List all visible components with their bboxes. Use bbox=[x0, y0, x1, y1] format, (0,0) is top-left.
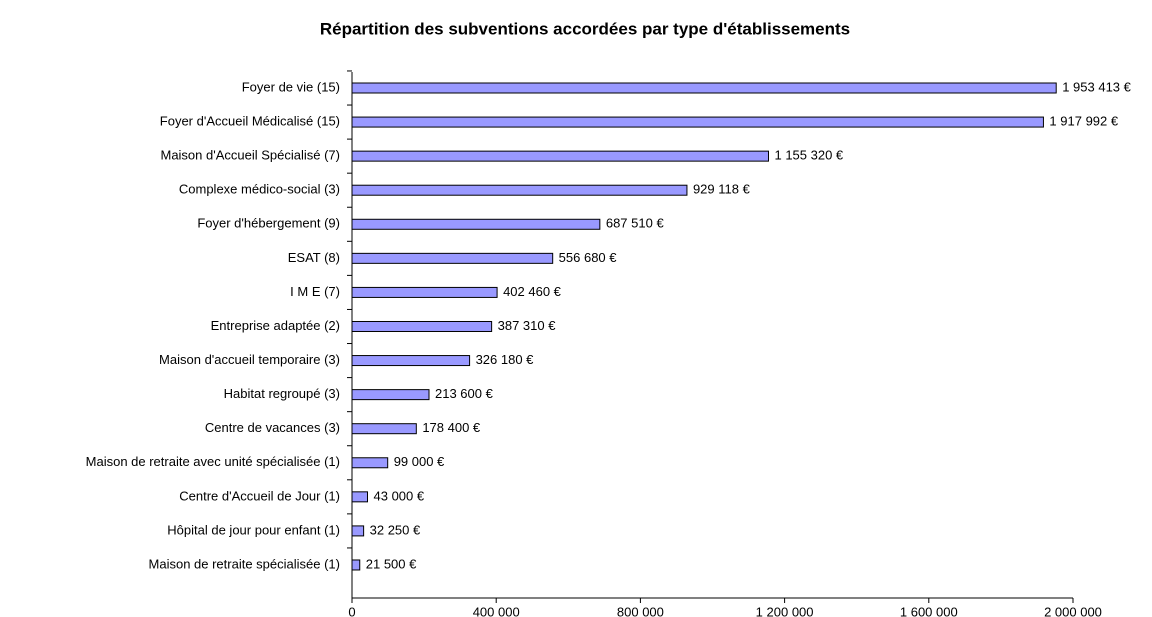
bar bbox=[351, 525, 365, 537]
value-label: 326 180 € bbox=[476, 352, 535, 367]
bar bbox=[351, 457, 389, 469]
y-tick-label: Maison d'Accueil Spécialisé (7) bbox=[160, 148, 340, 163]
chart-title: Répartition des subventions accordées pa… bbox=[320, 19, 850, 38]
x-tick-label: 800 000 bbox=[617, 604, 664, 617]
value-label: 213 600 € bbox=[435, 386, 494, 401]
bar bbox=[351, 286, 498, 298]
value-label: 43 000 € bbox=[374, 488, 425, 503]
bar bbox=[351, 355, 471, 367]
value-label: 929 118 € bbox=[693, 182, 751, 197]
bar bbox=[351, 320, 493, 332]
y-tick-label: Foyer de vie (15) bbox=[242, 79, 340, 94]
value-label: 1 155 320 € bbox=[774, 148, 843, 163]
value-label: 687 510 € bbox=[606, 216, 665, 231]
y-tick-label: Entreprise adaptée (2) bbox=[211, 318, 340, 333]
bar bbox=[351, 559, 361, 571]
value-label: 99 000 € bbox=[394, 454, 445, 469]
bar bbox=[351, 252, 554, 264]
x-tick-label: 1 600 000 bbox=[900, 604, 958, 617]
value-label: 556 680 € bbox=[559, 250, 618, 265]
y-tick-label: Hôpital de jour pour enfant (1) bbox=[167, 522, 340, 537]
y-tick-label: Centre de vacances (3) bbox=[205, 420, 340, 435]
y-tick-label: ESAT (8) bbox=[288, 250, 340, 265]
value-label: 21 500 € bbox=[366, 556, 417, 571]
y-tick-label: Habitat regroupé (3) bbox=[224, 386, 340, 401]
y-tick-label: Complexe médico-social (3) bbox=[179, 182, 340, 197]
x-tick-label: 1 200 000 bbox=[756, 604, 814, 617]
y-tick-label: I M E (7) bbox=[290, 284, 340, 299]
value-label: 32 250 € bbox=[370, 522, 421, 537]
bar bbox=[351, 82, 1057, 94]
bar bbox=[351, 184, 688, 196]
bar bbox=[351, 423, 417, 435]
value-label: 178 400 € bbox=[422, 420, 481, 435]
x-tick-label: 0 bbox=[348, 604, 355, 617]
x-tick-label: 400 000 bbox=[473, 604, 520, 617]
value-label: 387 310 € bbox=[498, 318, 557, 333]
y-tick-label: Centre d'Accueil de Jour (1) bbox=[179, 488, 340, 503]
x-tick-label: 2 000 000 bbox=[1044, 604, 1102, 617]
value-label: 1 953 413 € bbox=[1062, 79, 1131, 94]
bar bbox=[351, 491, 369, 503]
bar bbox=[351, 389, 430, 401]
value-label: 1 917 992 € bbox=[1049, 114, 1118, 129]
value-label: 402 460 € bbox=[503, 284, 562, 299]
y-tick-label: Maison d'accueil temporaire (3) bbox=[159, 352, 340, 367]
bar bbox=[351, 150, 769, 162]
y-tick-label: Foyer d'hébergement (9) bbox=[197, 216, 340, 231]
y-tick-label: Foyer d'Accueil Médicalisé (15) bbox=[160, 114, 340, 129]
bar bbox=[351, 116, 1044, 128]
y-tick-label: Maison de retraite avec unité spécialisé… bbox=[86, 454, 340, 469]
bar bbox=[351, 218, 601, 230]
y-tick-label: Maison de retraite spécialisée (1) bbox=[149, 556, 340, 571]
